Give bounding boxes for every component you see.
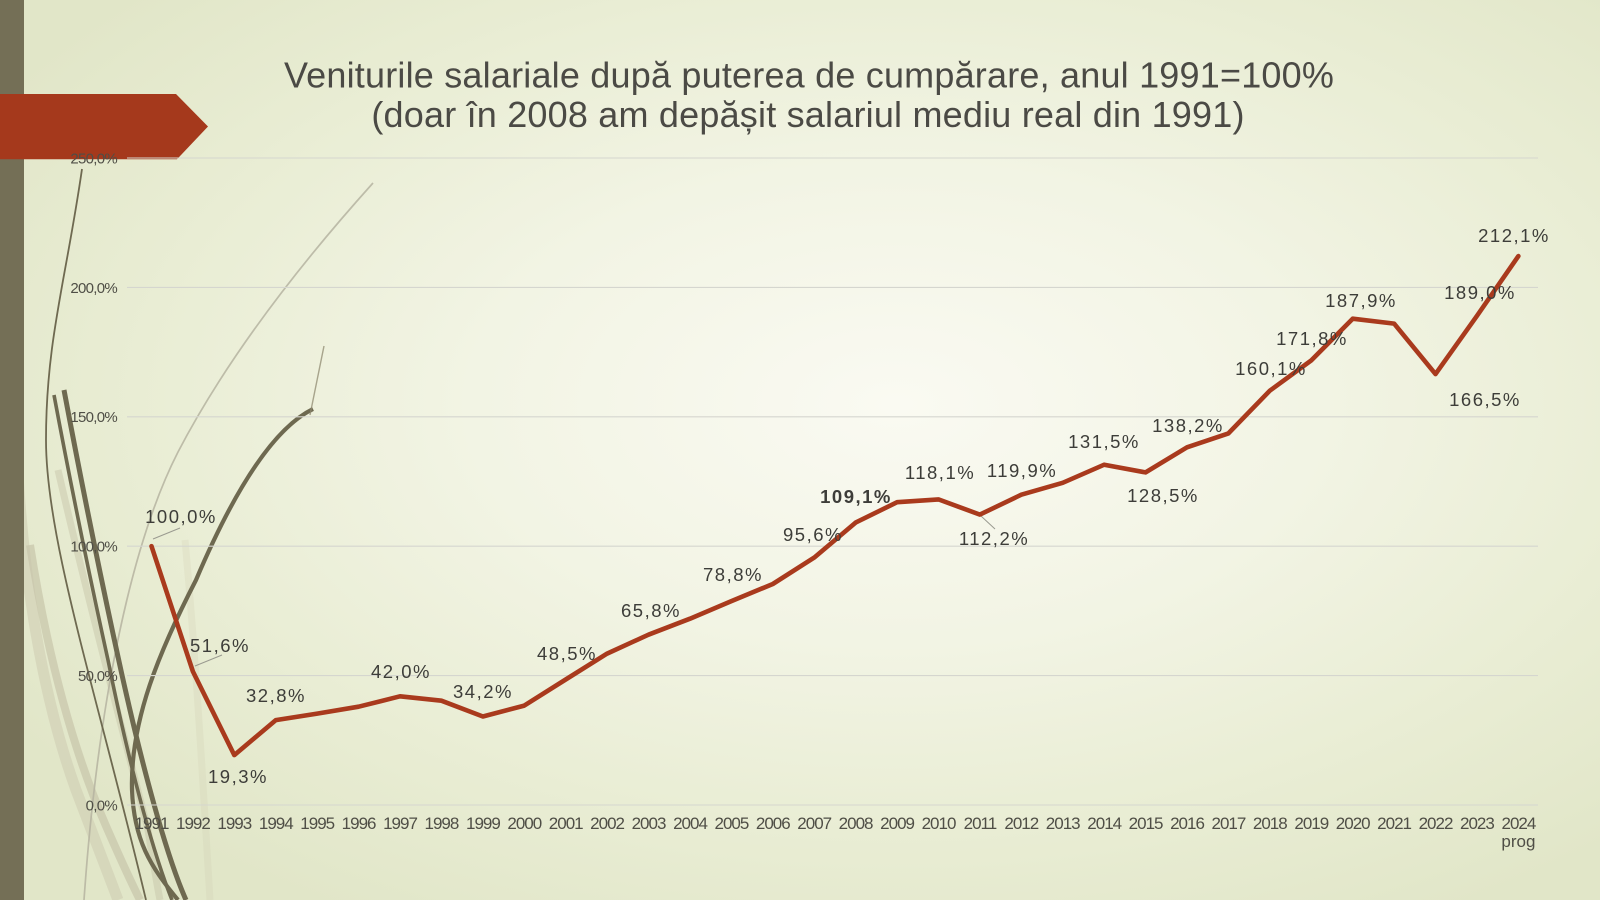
svg-text:2005: 2005 — [714, 814, 748, 833]
svg-text:2019: 2019 — [1294, 814, 1328, 833]
svg-text:Veniturile salariale după pute: Veniturile salariale după puterea de cum… — [284, 55, 1334, 96]
svg-text:1994: 1994 — [259, 814, 293, 833]
svg-text:1995: 1995 — [300, 814, 334, 833]
svg-text:78,8%: 78,8% — [703, 564, 763, 585]
svg-text:2006: 2006 — [756, 814, 790, 833]
svg-text:1992: 1992 — [176, 814, 210, 833]
svg-text:100,0%: 100,0% — [70, 539, 117, 556]
svg-text:prog: prog — [1501, 832, 1535, 851]
svg-text:2024: 2024 — [1501, 814, 1535, 833]
svg-text:2002: 2002 — [590, 814, 624, 833]
svg-text:2022: 2022 — [1419, 814, 1453, 833]
svg-text:1991: 1991 — [135, 814, 169, 833]
svg-text:100,0%: 100,0% — [145, 506, 217, 527]
svg-text:2010: 2010 — [922, 814, 956, 833]
svg-text:2001: 2001 — [549, 814, 583, 833]
svg-text:(doar în 2008 am depășit salar: (doar în 2008 am depășit salariul mediu … — [371, 94, 1244, 135]
svg-text:2003: 2003 — [632, 814, 666, 833]
svg-text:189,0%: 189,0% — [1444, 282, 1516, 303]
svg-text:131,5%: 131,5% — [1068, 431, 1140, 452]
svg-text:95,6%: 95,6% — [783, 524, 843, 545]
svg-text:2000: 2000 — [507, 814, 541, 833]
svg-text:1998: 1998 — [424, 814, 458, 833]
svg-text:2014: 2014 — [1087, 814, 1121, 833]
svg-text:2011: 2011 — [964, 814, 997, 833]
svg-text:42,0%: 42,0% — [371, 661, 431, 682]
svg-text:160,1%: 160,1% — [1235, 358, 1307, 379]
svg-text:65,8%: 65,8% — [621, 600, 681, 621]
svg-text:166,5%: 166,5% — [1449, 389, 1521, 410]
svg-text:250,0%: 250,0% — [70, 150, 117, 167]
svg-text:2004: 2004 — [673, 814, 707, 833]
svg-text:118,1%: 118,1% — [905, 462, 975, 483]
svg-text:19,3%: 19,3% — [208, 766, 268, 787]
svg-text:119,9%: 119,9% — [987, 460, 1057, 481]
svg-text:1999: 1999 — [466, 814, 500, 833]
svg-text:2007: 2007 — [797, 814, 831, 833]
svg-text:171,8%: 171,8% — [1276, 328, 1348, 349]
svg-text:2008: 2008 — [839, 814, 873, 833]
svg-text:2015: 2015 — [1129, 814, 1163, 833]
svg-text:1993: 1993 — [217, 814, 251, 833]
svg-text:1996: 1996 — [342, 814, 376, 833]
svg-text:212,1%: 212,1% — [1478, 225, 1550, 246]
svg-text:2017: 2017 — [1211, 814, 1245, 833]
svg-text:150,0%: 150,0% — [70, 409, 117, 426]
svg-text:2020: 2020 — [1336, 814, 1370, 833]
svg-text:32,8%: 32,8% — [246, 685, 306, 706]
svg-text:200,0%: 200,0% — [70, 280, 117, 297]
svg-text:2009: 2009 — [880, 814, 914, 833]
svg-text:109,1%: 109,1% — [820, 486, 892, 507]
svg-text:2021: 2021 — [1377, 814, 1411, 833]
svg-text:187,9%: 187,9% — [1325, 290, 1397, 311]
svg-text:2018: 2018 — [1253, 814, 1287, 833]
svg-text:2013: 2013 — [1046, 814, 1080, 833]
svg-text:2016: 2016 — [1170, 814, 1204, 833]
svg-text:48,5%: 48,5% — [537, 643, 597, 664]
svg-text:0,0%: 0,0% — [86, 797, 118, 814]
svg-text:2012: 2012 — [1004, 814, 1038, 833]
svg-text:112,2%: 112,2% — [959, 528, 1029, 549]
svg-text:2023: 2023 — [1460, 814, 1494, 833]
svg-text:138,2%: 138,2% — [1152, 415, 1224, 436]
svg-text:50,0%: 50,0% — [78, 668, 117, 685]
svg-text:34,2%: 34,2% — [453, 681, 513, 702]
svg-text:128,5%: 128,5% — [1127, 485, 1199, 506]
svg-text:51,6%: 51,6% — [190, 635, 250, 656]
svg-text:1997: 1997 — [383, 814, 417, 833]
